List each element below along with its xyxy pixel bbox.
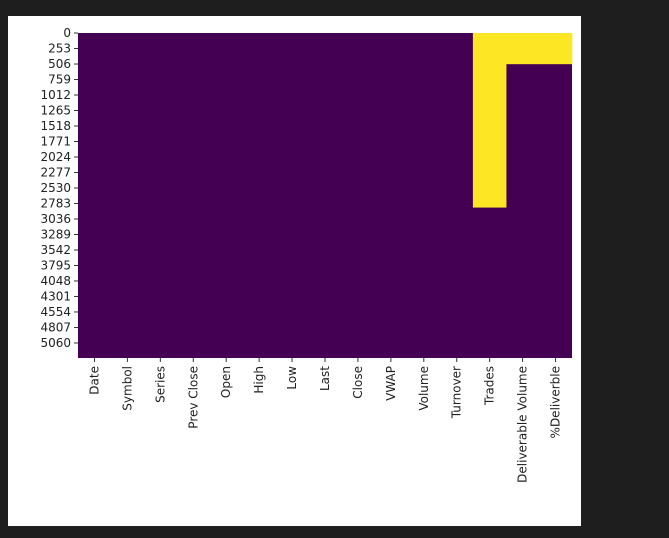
- x-tick-label: %Deliverble: [549, 366, 563, 438]
- y-tick-label: 4301: [40, 289, 71, 303]
- x-tick-label: Symbol: [120, 366, 134, 411]
- x-tick-label: Date: [87, 366, 101, 395]
- y-tick-label: 759: [48, 73, 71, 87]
- x-tick-label: Deliverable Volume: [516, 366, 530, 483]
- heatmap-cells: [78, 33, 573, 358]
- x-tick-label: Volume: [417, 366, 431, 411]
- x-tick-label: Prev Close: [186, 366, 200, 429]
- y-tick-label: 1265: [40, 104, 71, 118]
- y-tick-label: 2783: [40, 196, 71, 210]
- x-tick-label: Turnover: [450, 366, 464, 419]
- chart-figure: 0 253 506 759 1012 1265 1518 1771 2024 2277 2530 27…: [8, 16, 581, 526]
- y-tick-label: 1012: [40, 88, 71, 102]
- y-tick-label: 3795: [40, 258, 71, 272]
- x-tick-label: Close: [351, 366, 365, 399]
- y-tick-label: 1771: [40, 135, 71, 149]
- y-tick-label: 2024: [40, 150, 71, 164]
- x-tick-label: Trades: [483, 366, 497, 406]
- x-tick-label: Last: [318, 366, 332, 391]
- x-tick-label: Open: [219, 366, 233, 398]
- x-tick-label: VWAP: [384, 366, 398, 401]
- y-tick-label: 4554: [40, 305, 71, 319]
- y-tick-label: 4807: [40, 320, 71, 334]
- y-tick-label: 2530: [40, 181, 71, 195]
- y-tick-label: 5060: [40, 336, 71, 350]
- x-tick-label: Series: [153, 366, 167, 403]
- x-tick-label: High: [252, 366, 266, 394]
- y-tick-label: 3542: [40, 243, 71, 257]
- y-tick-label: 506: [48, 57, 71, 71]
- missing-block-deliverable-volume: [505, 33, 540, 65]
- y-tick-label: 253: [48, 42, 71, 56]
- y-tick-label: 2277: [40, 166, 71, 180]
- x-axis-ticks: Date Symbol Series Prev Close Open High Low Las…: [87, 358, 563, 483]
- y-tick-label: 0: [63, 26, 71, 40]
- y-tick-label: 4048: [40, 274, 71, 288]
- y-tick-label: 3289: [40, 227, 71, 241]
- missing-block-trades: [472, 33, 507, 208]
- y-tick-label: 3036: [40, 212, 71, 226]
- x-tick-label: Low: [285, 366, 299, 390]
- missing-block-deliverble: [538, 33, 573, 65]
- y-tick-label: 1518: [40, 119, 71, 133]
